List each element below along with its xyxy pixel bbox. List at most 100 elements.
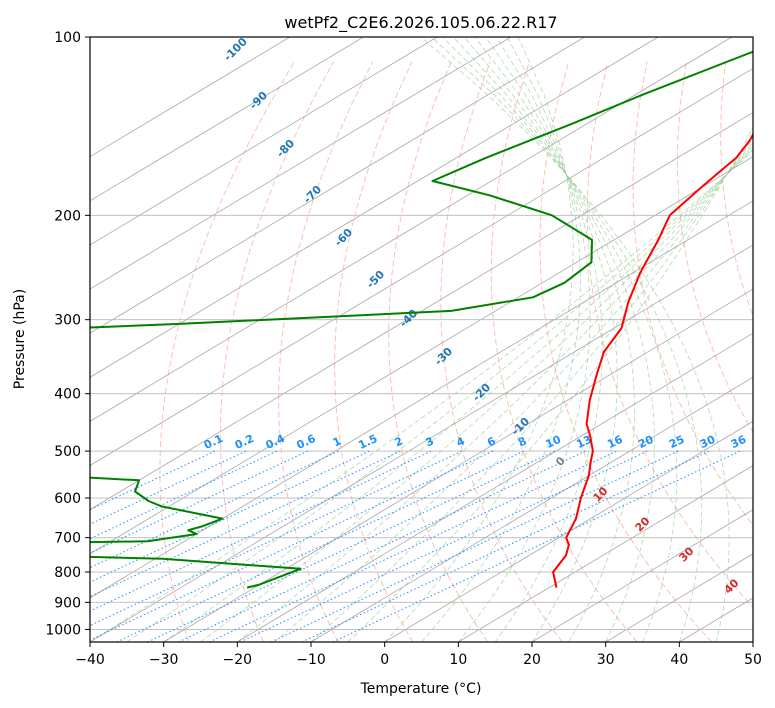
- isotherm-line: [458, 465, 753, 642]
- moist-adiabat-line: [474, 37, 618, 642]
- dry-adiabat-line: [388, 61, 488, 642]
- dry-adiabat-line: [490, 61, 638, 642]
- moist-adiabat-line: [442, 37, 678, 642]
- mixing-ratio-line: [209, 450, 617, 642]
- mixing-ratio-label: 1.5: [356, 432, 379, 452]
- isotherm-line: [90, 244, 753, 642]
- mixing-ratio-line: [116, 450, 525, 642]
- dry-adiabat-line: [334, 61, 414, 642]
- mixing-ratio-line: [240, 450, 648, 642]
- dry-adiabat-label: -80: [274, 137, 297, 160]
- moist-adiabat-line: [310, 132, 753, 642]
- moist-adiabat-label: 20: [633, 514, 653, 534]
- isotherm-line: [90, 200, 753, 599]
- dry-adiabat-line: [632, 61, 753, 526]
- moist-adiabat-line: [200, 144, 753, 642]
- x-tick-label: 30: [597, 652, 615, 668]
- isotherm-line: [163, 288, 753, 642]
- y-tick-label: 200: [54, 208, 81, 224]
- y-tick-label: 800: [54, 565, 81, 581]
- moist-adiabat-line: [163, 146, 753, 642]
- mixing-ratio-label: 16: [605, 433, 625, 451]
- isotherm-line: [90, 37, 291, 158]
- mixing-ratio-line: [332, 450, 741, 642]
- mixing-ratio-label: 6: [485, 434, 498, 449]
- x-tick-label: −40: [75, 652, 105, 668]
- moist-adiabat-line: [384, 37, 574, 642]
- moist-adiabat-line: [237, 141, 753, 642]
- y-tick-label: 1000: [45, 622, 81, 638]
- dry-adiabat-label: -70: [301, 183, 324, 206]
- dry-adiabat-label: -10: [509, 415, 532, 438]
- dry-adiabat-line: [763, 62, 775, 643]
- moist-adiabat-label: 30: [677, 544, 697, 564]
- isotherm-line: [90, 156, 753, 555]
- isotherm-line: [90, 112, 753, 511]
- isotherm-line: [531, 509, 753, 642]
- mixing-ratio-label: 0.6: [295, 432, 318, 452]
- mixing-ratio-label: 13: [574, 433, 593, 451]
- moist-adiabat-line: [421, 37, 581, 642]
- isotherm-line: [237, 332, 753, 642]
- x-tick-label: 20: [523, 652, 541, 668]
- mixing-ratio-line: [270, 450, 679, 642]
- y-tick-label: 100: [54, 30, 81, 46]
- mixing-ratio-label: 36: [729, 433, 749, 451]
- x-tick-label: 50: [744, 652, 762, 668]
- moist-adiabat-line: [431, 37, 703, 642]
- moist-adiabat-line: [420, 37, 730, 642]
- dry-adiabat-line: [586, 61, 753, 608]
- moist-adiabat-line: [273, 137, 753, 642]
- moist-adiabat-line: [457, 37, 591, 642]
- dry-adiabat-label: -60: [332, 226, 355, 249]
- mixing-ratio-line: [90, 450, 432, 612]
- x-tick-label: −30: [149, 652, 179, 668]
- mixing-ratio-label: 0.2: [233, 432, 256, 452]
- dry-adiabat-label: -20: [470, 381, 493, 404]
- mixing-ratio-label: 30: [698, 433, 718, 451]
- y-tick-label: 300: [54, 313, 81, 329]
- mixing-ratio-label: 0.4: [264, 432, 287, 452]
- mixing-ratio-line: [301, 450, 710, 642]
- dry-adiabat-line: [440, 61, 563, 642]
- mixing-ratio-line: [147, 450, 555, 642]
- x-tick-label: −10: [296, 652, 326, 668]
- axes: −40 −30 −20 −10 0 10 20 30 40 5010020030040050060…: [45, 30, 762, 668]
- mixing-ratio-line: [90, 450, 308, 554]
- mixing-ratio-line: [178, 450, 586, 642]
- x-axis-title: Temperature (°C): [360, 681, 482, 697]
- mixing-ratio-label: 0.1: [202, 432, 225, 452]
- y-tick-label: 500: [54, 444, 81, 460]
- moist-adiabat-line: [485, 37, 603, 642]
- dry-adiabat-line: [159, 61, 295, 642]
- isotherm-line: [90, 37, 438, 246]
- mixing-ratio-line: [90, 450, 370, 583]
- y-tick-label: 900: [54, 595, 81, 611]
- isotherm-line: [90, 37, 659, 378]
- y-tick-label: 400: [54, 387, 81, 403]
- isotherm-line: [90, 37, 512, 290]
- dry-adiabat-label: -90: [247, 89, 270, 112]
- y-tick-label: 700: [54, 531, 81, 547]
- plot-frame: [89, 36, 754, 643]
- isotherm-line: [752, 641, 753, 642]
- mixing-ratio-label: 10: [544, 433, 564, 451]
- dry-adiabat-line: [220, 61, 334, 642]
- temperature-profile-line: [552, 132, 753, 588]
- mixing-ratio-label: 25: [667, 433, 686, 451]
- isotherm-line: [90, 67, 753, 466]
- chart-title: wetPf2_C2E6.2026.105.06.22.R17: [284, 13, 557, 33]
- mixing-ratio-line: [90, 450, 494, 641]
- y-axis-title: Pressure (hPa): [12, 289, 28, 389]
- dry-adiabat-label: -50: [364, 268, 387, 291]
- isotherm-line: [90, 37, 585, 334]
- isotherm-line: [90, 37, 733, 422]
- mixing-ratio-line: [90, 450, 401, 598]
- mixing-ratio-label: 3: [423, 434, 435, 449]
- dry-adiabat-line: [278, 61, 374, 642]
- dry-adiabat-label: -40: [397, 307, 420, 330]
- dewpoint-profile-line: [90, 50, 753, 589]
- isotherm-line: [384, 420, 753, 642]
- moist-adiabat-line: [463, 37, 636, 642]
